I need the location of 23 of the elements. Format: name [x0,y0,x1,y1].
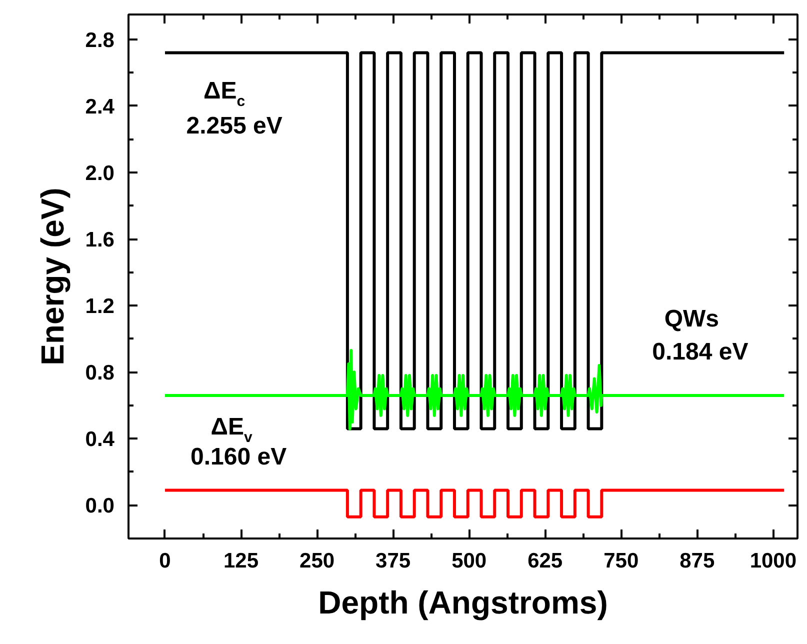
y-tick-label: 0.0 [85,494,115,518]
annotation: 0.160 eV [190,443,287,470]
x-tick-label: 0 [159,550,171,572]
x-tick-label: 625 [528,550,563,572]
y-tick-label: 0.4 [85,428,115,452]
x-tick-label: 1000 [750,550,797,572]
y-tick-label: 2.8 [85,28,115,52]
x-tick-label: 500 [452,550,487,572]
x-tick-label: 375 [376,550,411,572]
annotation: 2.255 eV [186,112,282,140]
x-tick-label: 750 [604,550,639,572]
y-tick-label: 0.8 [85,362,115,385]
y-tick-label: 1.6 [85,228,115,252]
y-tick-label: 2.4 [85,95,115,118]
y-tick-label: 1.2 [85,295,115,318]
x-axis-title: Depth (Angstroms) [318,584,608,620]
annotation: 0.184 eV [652,338,748,366]
y-tick-label: 2.0 [85,162,115,186]
y-axis-title: Energy (eV) [34,188,70,366]
x-tick-label: 125 [223,550,259,572]
annotation: QWs [664,305,720,332]
x-tick-label: 875 [680,550,715,572]
x-tick-label: 250 [300,550,335,572]
